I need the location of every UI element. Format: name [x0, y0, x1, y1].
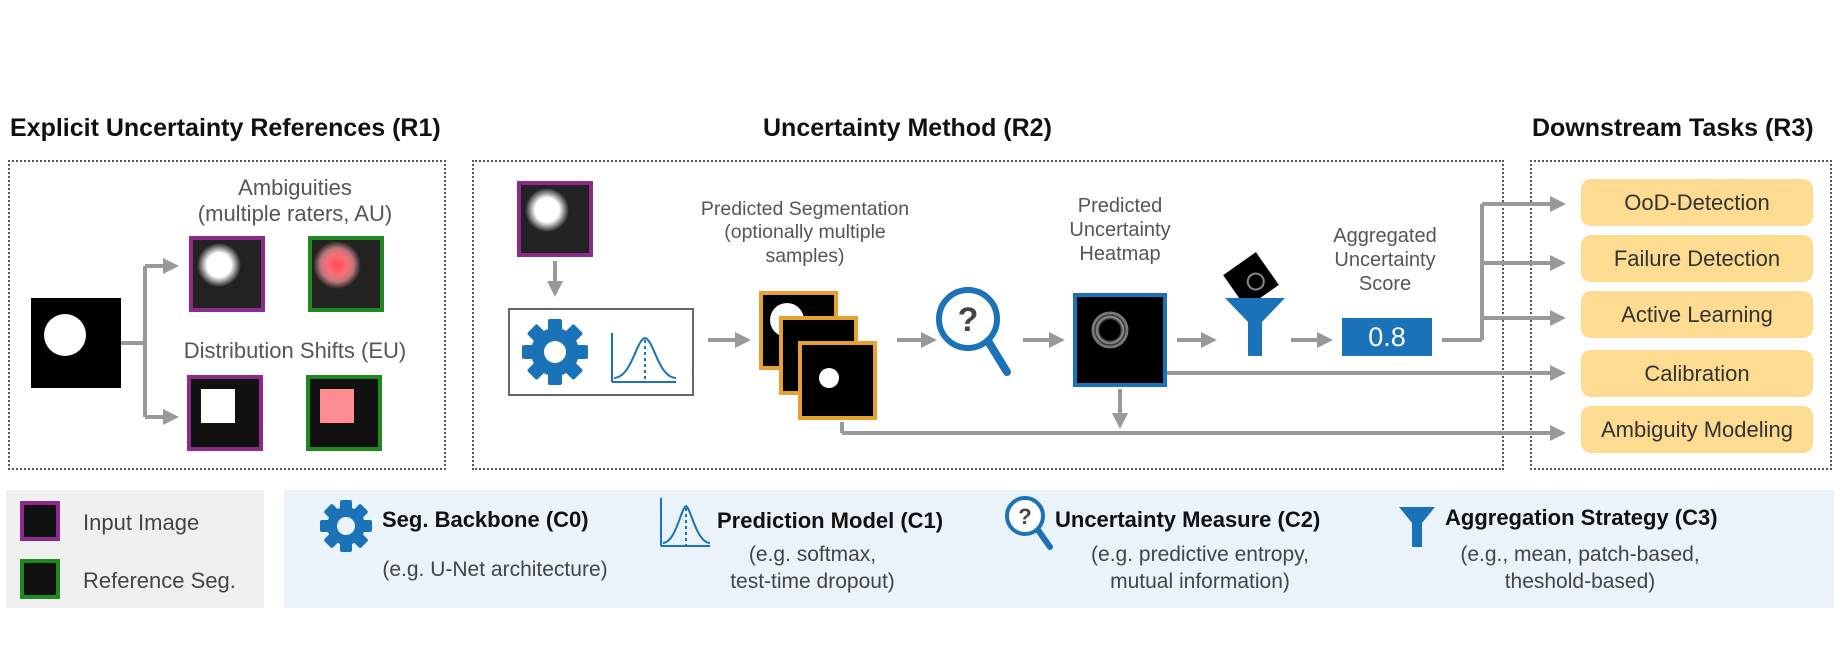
- r1-shift-reference-seg: [306, 375, 382, 451]
- task-failure-detection: Failure Detection: [1581, 235, 1813, 282]
- r2-heatmap-label: Predicted Uncertainty Heatmap: [1069, 195, 1171, 265]
- funnel-icon: [1225, 298, 1285, 356]
- magnifier-question-icon: ?: [936, 287, 1011, 376]
- r2-score-label: Aggregated Uncertainty Score: [1333, 225, 1437, 295]
- task-ambiguity-modeling: Ambiguity Modeling: [1581, 406, 1813, 453]
- legend-c3-sub: (e.g., mean, patch-based, theshold-based…: [1460, 543, 1700, 594]
- task-calibration: Calibration: [1581, 350, 1813, 397]
- r2-box: [472, 160, 1504, 470]
- r3-title: Downstream Tasks (R3): [1532, 114, 1814, 142]
- r2-tilted-heatmap: [1223, 252, 1279, 308]
- legend-input-swatch: [20, 501, 60, 541]
- r2-input-image: [517, 181, 593, 257]
- legend-c2-title: Uncertainty Measure (C2): [1055, 507, 1321, 532]
- svg-text:?: ?: [958, 301, 979, 339]
- gear-icon: [522, 319, 588, 385]
- legend-gear-icon: [320, 500, 372, 552]
- r1-shifts-label: Distribution Shifts (EU): [183, 338, 407, 363]
- gaussian-icon: [611, 333, 677, 383]
- legend-c1-sub: (e.g. softmax, test-time dropout): [730, 543, 895, 594]
- r3-box: [1530, 160, 1832, 470]
- r2-uncertainty-heatmap: [1073, 293, 1167, 387]
- legend-reference-seg-label: Reference Seg.: [83, 568, 236, 593]
- legend-c0-sub: (e.g. U-Net architecture): [382, 558, 608, 581]
- r1-ambiguity-input-image: [189, 236, 265, 312]
- svg-text:?: ?: [1018, 504, 1031, 529]
- r3-task-arrows: [840, 196, 1566, 441]
- r2-pred-seg-label: Predicted Segmentation (optionally multi…: [700, 198, 910, 267]
- r1-shift-input-image: [187, 375, 263, 451]
- r1-source-image: [31, 298, 121, 388]
- r2-score-value: 0.8: [1368, 322, 1406, 352]
- r1-ambiguity-reference-seg: [308, 236, 384, 312]
- legend-c1-title: Prediction Model (C1): [717, 508, 944, 533]
- legend-magnifier-icon: ?: [1005, 496, 1053, 550]
- legend-input-image-label: Input Image: [83, 510, 200, 535]
- task-active-learning: Active Learning: [1581, 291, 1813, 338]
- r1-ambiguities-label: Ambiguities (multiple raters, AU): [197, 175, 393, 227]
- legend-reference-swatch: [20, 559, 60, 599]
- r1-title: Explicit Uncertainty References (R1): [10, 114, 441, 142]
- task-ood-detection: OoD-Detection: [1581, 179, 1813, 226]
- legend-c2-sub: (e.g. predictive entropy, mutual informa…: [1091, 543, 1309, 594]
- r1-branch-arrows: [121, 258, 179, 425]
- legend-gaussian-icon: [660, 498, 711, 547]
- r2-predicted-segmentations: [759, 291, 877, 420]
- legend-c3-title: Aggregation Strategy (C3): [1445, 505, 1718, 530]
- r2-title: Uncertainty Method (R2): [763, 114, 1052, 142]
- r2-score-box: [1342, 318, 1432, 356]
- r1-box: [8, 160, 446, 470]
- legend-funnel-icon: [1399, 507, 1435, 547]
- legend-c0-title: Seg. Backbone (C0): [382, 507, 589, 532]
- legend-right-panel: [284, 490, 1834, 608]
